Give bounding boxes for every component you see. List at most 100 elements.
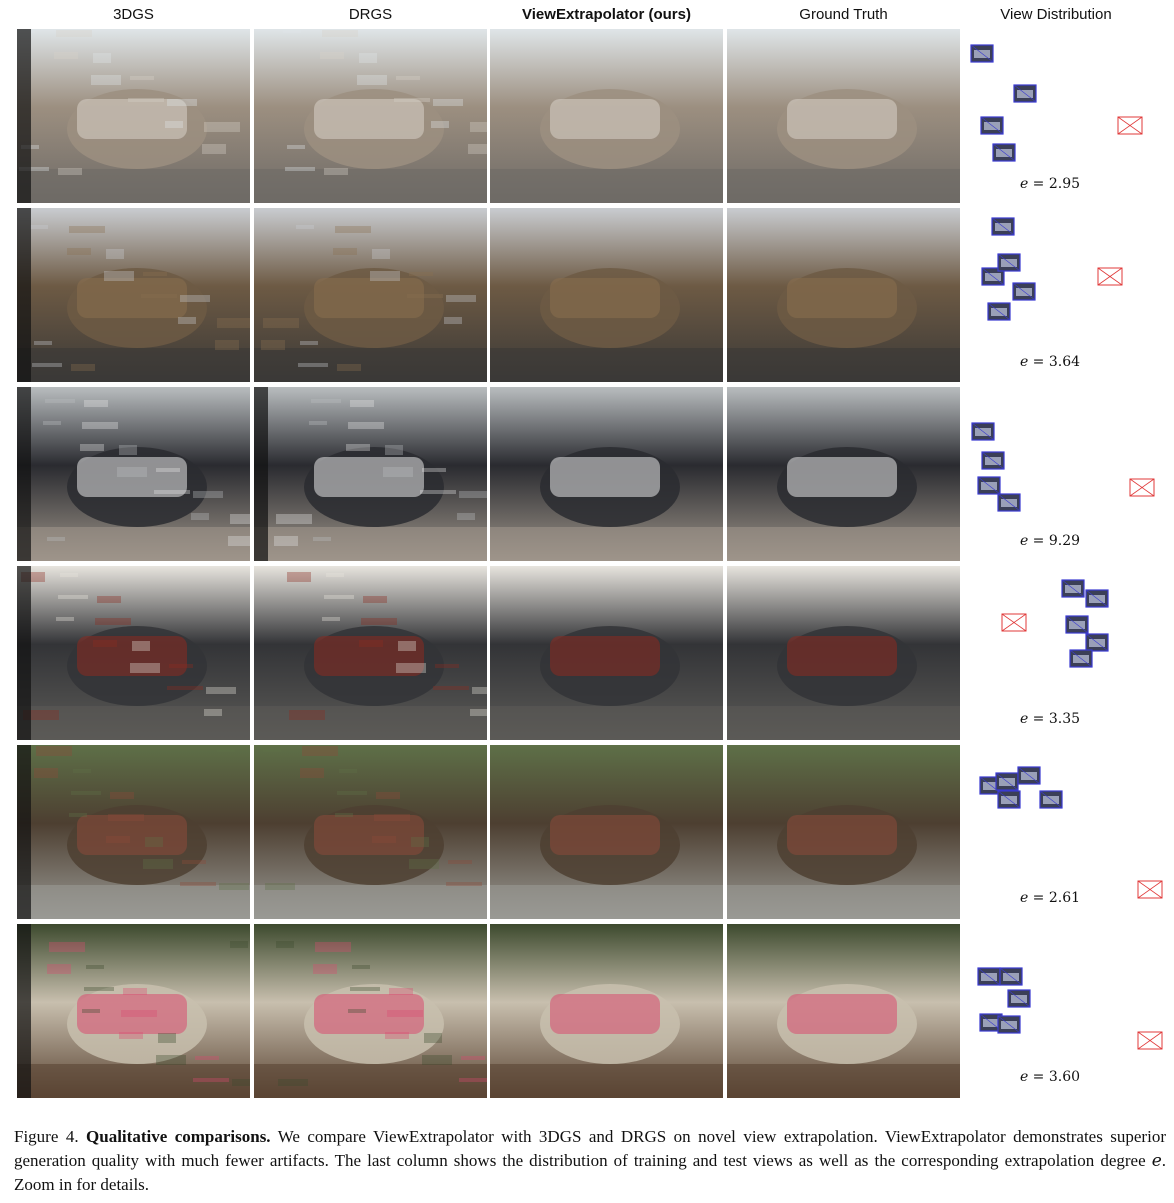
scene-image: [254, 566, 487, 740]
photo-triceratops-ground-truth: [727, 208, 960, 382]
train-camera-icon: [1069, 649, 1093, 668]
train-camera-icon: [1007, 989, 1031, 1008]
scene-image: [727, 29, 960, 203]
e-symbol: e: [1019, 176, 1029, 192]
train-camera-icon: [995, 772, 1019, 791]
scene-image: [254, 208, 487, 382]
view-distribution-kitchen-stove: [968, 566, 1168, 740]
photo-living-room-ours: [490, 29, 723, 203]
scene-image: [727, 566, 960, 740]
extrapolation-degree-label: e = 3.64: [990, 354, 1110, 370]
e-value: = 3.64: [1028, 354, 1081, 370]
e-value: = 3.60: [1028, 1069, 1081, 1085]
scene-image: [254, 924, 487, 1098]
photo-bench-ours: [490, 924, 723, 1098]
scene-image: [490, 29, 723, 203]
photo-triceratops-drgs: [254, 208, 487, 382]
view-distribution-bench: [968, 924, 1168, 1098]
train-camera-icon: [1085, 589, 1109, 608]
photo-living-room-drgs: [254, 29, 487, 203]
photo-kitchen-stove-3dgs: [17, 566, 250, 740]
photo-bench-3dgs: [17, 924, 250, 1098]
train-camera-icon: [997, 790, 1021, 809]
e-symbol: e: [1019, 890, 1029, 906]
train-camera-icon: [971, 422, 995, 441]
scene-image: [490, 387, 723, 561]
scene-image: [254, 387, 487, 561]
train-camera-icon: [991, 217, 1015, 236]
photo-bench-ground-truth: [727, 924, 960, 1098]
train-camera-icon: [1085, 633, 1109, 652]
figure-caption: Figure 4. Qualitative comparisons. We co…: [14, 1127, 1166, 1194]
train-camera-icon: [977, 476, 1001, 495]
train-camera-icon: [981, 451, 1005, 470]
train-camera-icon: [1013, 84, 1037, 103]
scene-image: [490, 745, 723, 919]
view-distribution-living-room: [968, 29, 1168, 203]
header-drgs: DRGS: [348, 6, 393, 23]
photo-motorcycle-ground-truth: [727, 387, 960, 561]
extrapolation-degree-label: e = 2.61: [990, 890, 1110, 906]
scene-image: [490, 566, 723, 740]
photo-triceratops-3dgs: [17, 208, 250, 382]
e-symbol: e: [1019, 711, 1029, 727]
e-value: = 2.95: [1028, 176, 1081, 192]
train-camera-icon: [987, 302, 1011, 321]
photo-garden-table-ground-truth: [727, 745, 960, 919]
view-distribution-triceratops: [968, 208, 1168, 382]
extrapolation-degree-label: e = 3.35: [990, 711, 1110, 727]
header-view-distribution: View Distribution: [1000, 6, 1112, 23]
view-distribution-garden-table: [968, 745, 1168, 919]
train-camera-icon: [997, 1015, 1021, 1034]
scene-image: [17, 387, 250, 561]
train-camera-icon: [992, 143, 1016, 162]
extrapolation-degree-label: e = 2.95: [990, 176, 1110, 192]
train-camera-icon: [1061, 579, 1085, 598]
scene-image: [727, 924, 960, 1098]
photo-kitchen-stove-drgs: [254, 566, 487, 740]
scene-image: [727, 387, 960, 561]
e-symbol: e: [1019, 533, 1029, 549]
photo-garden-table-ours: [490, 745, 723, 919]
header-viewextrapolator: ViewExtrapolator (ours): [522, 6, 691, 23]
scene-image: [17, 924, 250, 1098]
scene-image: [17, 29, 250, 203]
test-camera-icon: [1129, 478, 1155, 497]
train-camera-icon: [970, 44, 994, 63]
train-camera-icon: [980, 116, 1004, 135]
scene-image: [17, 745, 250, 919]
scene-image: [254, 745, 487, 919]
e-value: = 2.61: [1028, 890, 1081, 906]
train-camera-icon: [1039, 790, 1063, 809]
e-value: = 3.35: [1028, 711, 1081, 727]
train-camera-icon: [1012, 282, 1036, 301]
photo-bench-drgs: [254, 924, 487, 1098]
photo-living-room-ground-truth: [727, 29, 960, 203]
train-camera-icon: [999, 967, 1023, 986]
e-symbol: e: [1019, 1069, 1029, 1085]
scene-image: [17, 566, 250, 740]
train-camera-icon: [997, 253, 1021, 272]
train-camera-icon: [1017, 766, 1041, 785]
photo-garden-table-3dgs: [17, 745, 250, 919]
scene-image: [17, 208, 250, 382]
extrapolation-degree-label: e = 3.60: [990, 1069, 1110, 1085]
test-camera-icon: [1097, 267, 1123, 286]
e-symbol: e: [1019, 354, 1029, 370]
test-camera-icon: [1117, 116, 1143, 135]
scene-image: [727, 208, 960, 382]
header-3dgs: 3DGS: [113, 6, 154, 23]
photo-triceratops-ours: [490, 208, 723, 382]
photo-living-room-3dgs: [17, 29, 250, 203]
view-distribution-motorcycle: [968, 387, 1168, 561]
caption-bold: Qualitative comparisons.: [86, 1127, 271, 1146]
test-camera-icon: [1001, 613, 1027, 632]
train-camera-icon: [981, 267, 1005, 286]
train-camera-icon: [997, 493, 1021, 512]
scene-image: [727, 745, 960, 919]
extrapolation-degree-label: e = 9.29: [990, 533, 1110, 549]
photo-garden-table-drgs: [254, 745, 487, 919]
photo-kitchen-stove-ground-truth: [727, 566, 960, 740]
photo-kitchen-stove-ours: [490, 566, 723, 740]
e-value: = 9.29: [1028, 533, 1081, 549]
